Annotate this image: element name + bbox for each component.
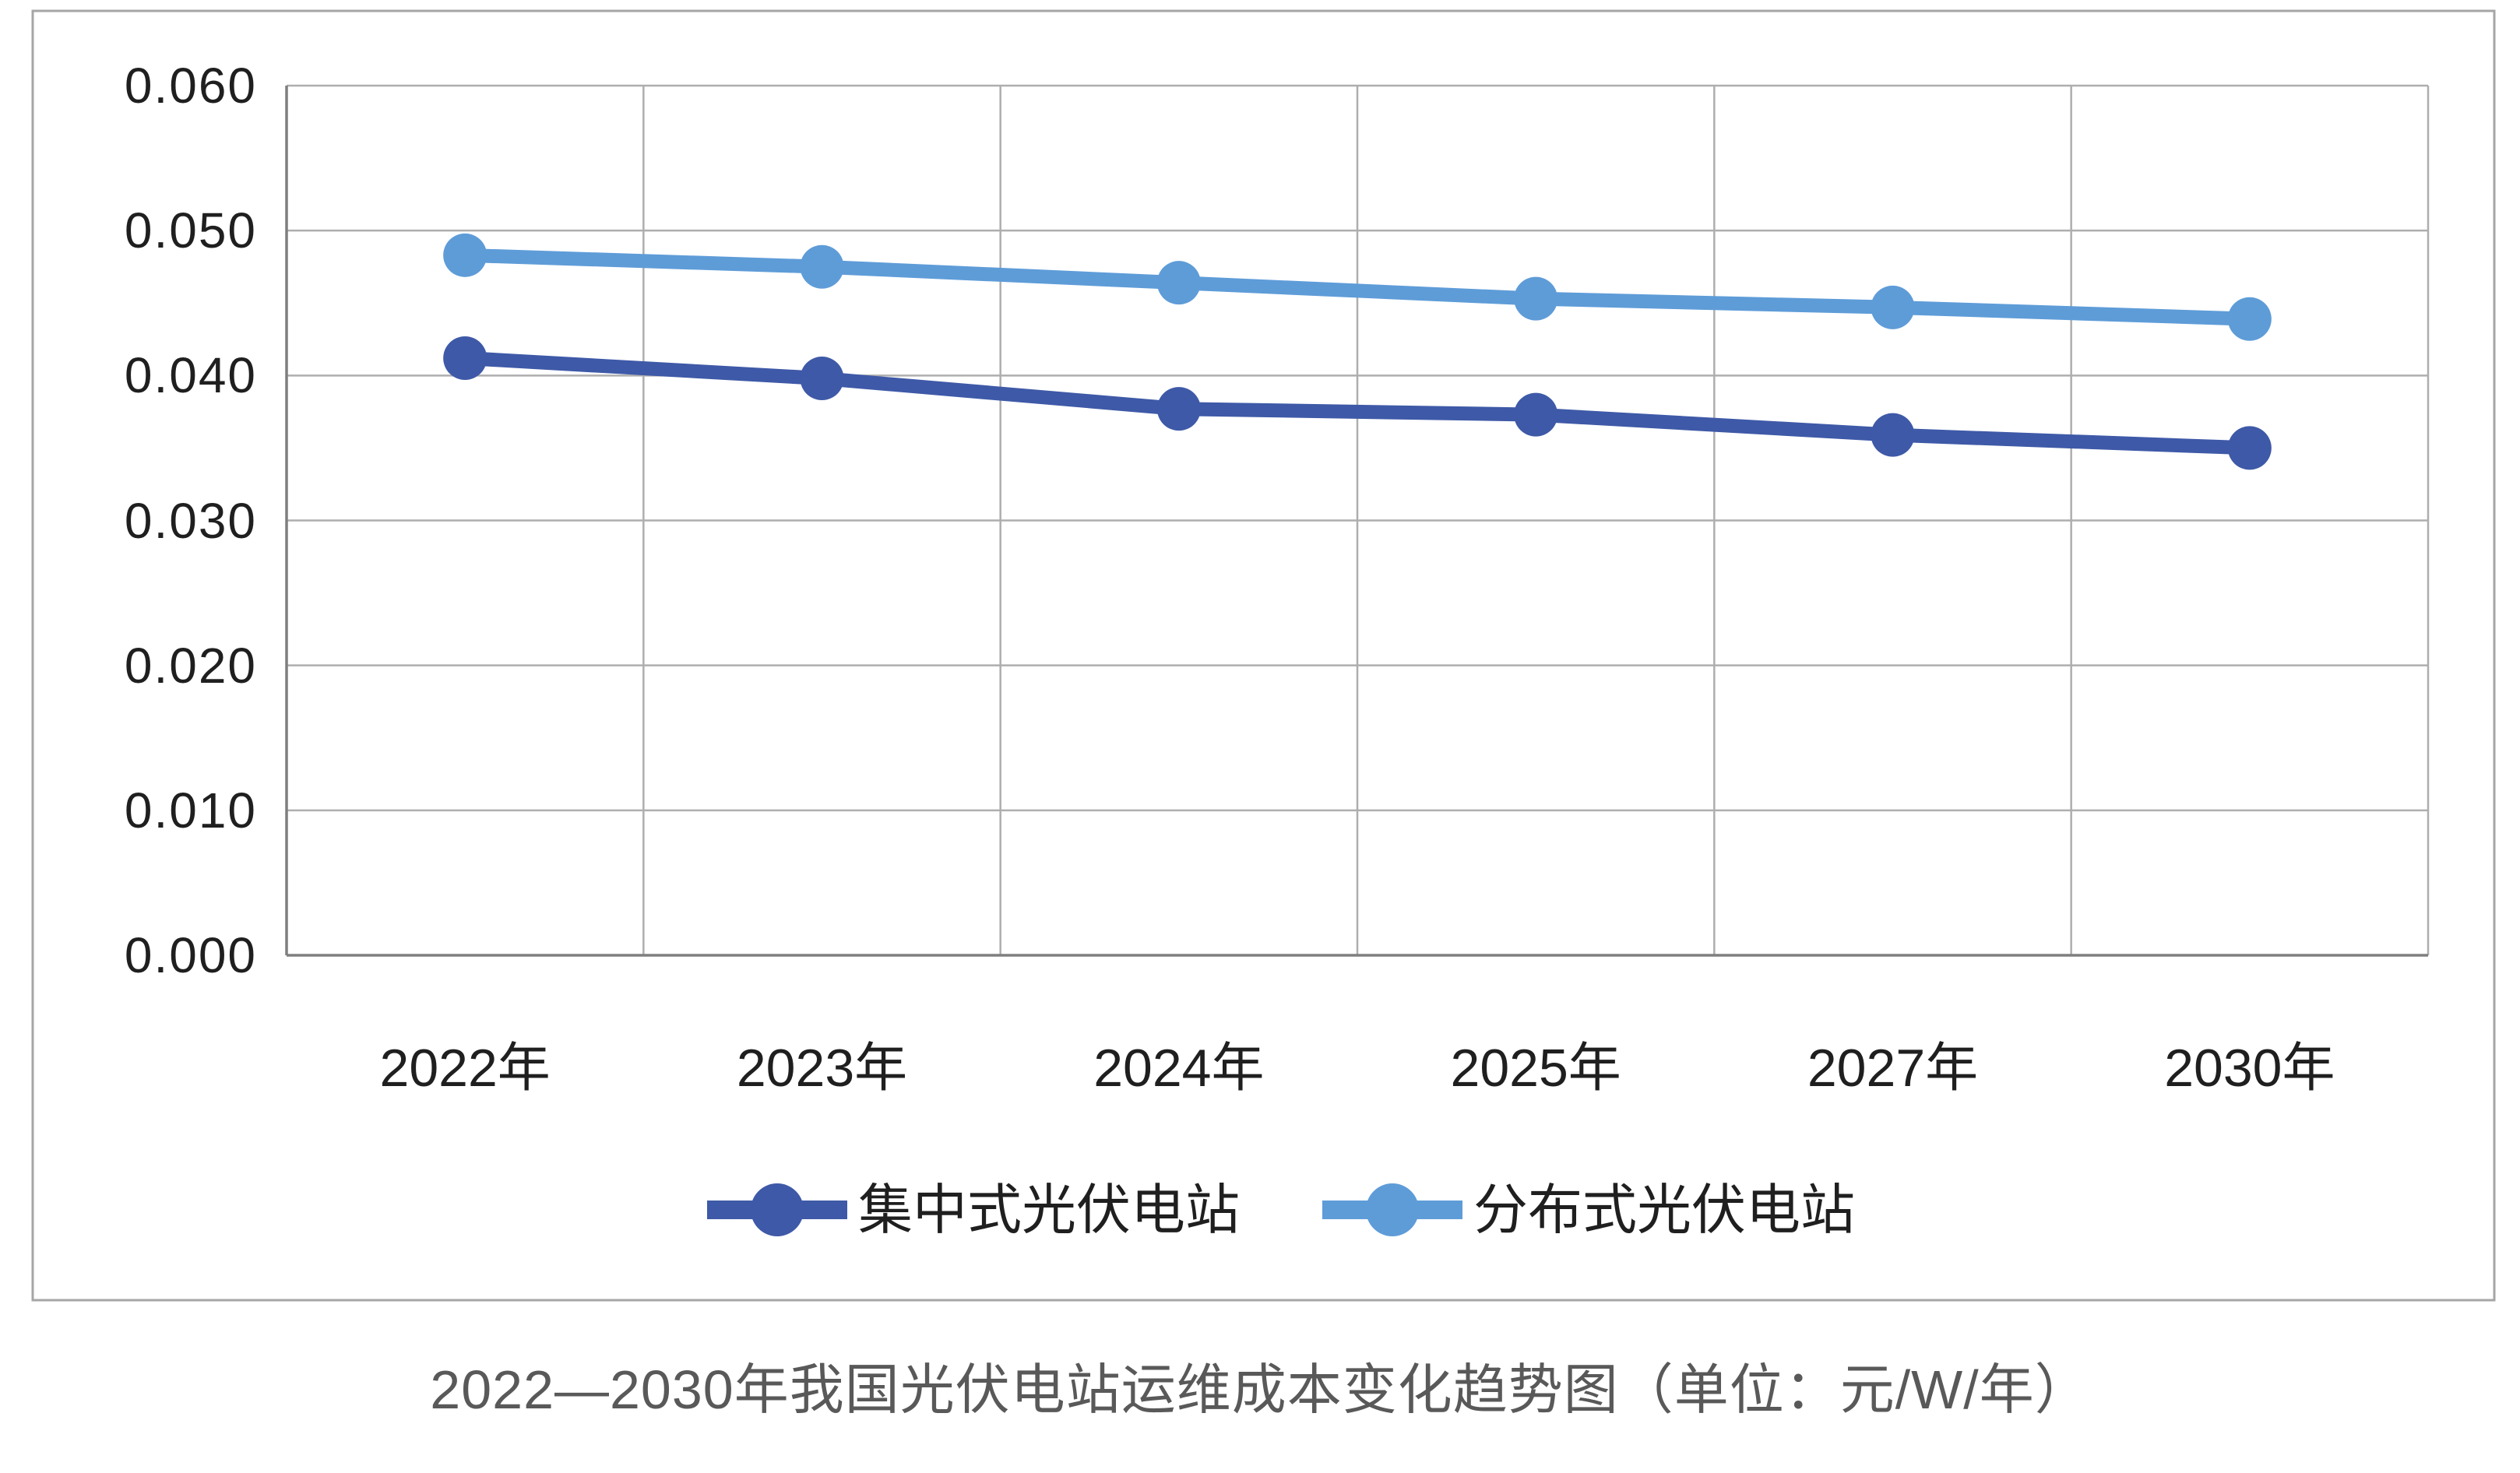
y-tick-label: 0.060 bbox=[124, 58, 257, 114]
distributed-legend-marker-icon bbox=[1322, 1183, 1462, 1236]
centralized-marker-2027年 bbox=[1871, 413, 1915, 457]
legend-entry-distributed: 分布式光伏电站 bbox=[1322, 1175, 1855, 1245]
y-tick-label: 0.010 bbox=[124, 782, 257, 838]
y-tick-label: 0.050 bbox=[124, 202, 257, 259]
legend-label-distributed: 分布式光伏电站 bbox=[1473, 1179, 1855, 1240]
legend-label-centralized: 集中式光伏电站 bbox=[858, 1179, 1240, 1240]
distributed-marker-2025年 bbox=[1514, 276, 1558, 321]
y-tick-label: 0.030 bbox=[124, 492, 257, 549]
x-tick-label: 2023年 bbox=[736, 1039, 908, 1098]
centralized-marker-2022年 bbox=[443, 336, 487, 380]
centralized-marker-2025年 bbox=[1514, 392, 1558, 437]
chart-title: 2022—2030年我国光伏电站运维成本变化趋势图（单位：元/W/年） bbox=[430, 1359, 2090, 1420]
y-tick-label: 0.020 bbox=[124, 637, 257, 694]
y-tick-label: 0.040 bbox=[124, 347, 257, 404]
distributed-marker-2024年 bbox=[1156, 261, 1201, 305]
distributed-line bbox=[458, 248, 2257, 326]
x-tick-label: 2030年 bbox=[2164, 1039, 2335, 1098]
centralized-line bbox=[458, 350, 2257, 455]
chart-card-border bbox=[31, 9, 2496, 1302]
y-tick-label: 0.000 bbox=[124, 927, 257, 983]
centralized-marker-2023年 bbox=[800, 357, 844, 401]
legend-entry-centralized: 集中式光伏电站 bbox=[707, 1175, 1240, 1245]
distributed-marker-2030年 bbox=[2227, 297, 2272, 341]
x-tick-label: 2024年 bbox=[1093, 1039, 1265, 1098]
centralized-marker-2030年 bbox=[2227, 426, 2272, 470]
centralized-marker-2024年 bbox=[1156, 387, 1201, 431]
legend-dot bbox=[1366, 1183, 1419, 1236]
x-tick-label: 2027年 bbox=[1807, 1039, 1979, 1098]
distributed-marker-2022年 bbox=[443, 233, 487, 277]
x-tick-label: 2022年 bbox=[379, 1039, 551, 1098]
legend-dot bbox=[751, 1183, 804, 1236]
centralized-legend-marker-icon bbox=[707, 1183, 847, 1236]
x-tick-label: 2025年 bbox=[1450, 1039, 1621, 1098]
distributed-marker-2023年 bbox=[800, 244, 844, 289]
distributed-marker-2027年 bbox=[1871, 285, 1915, 329]
legend: 集中式光伏电站 分布式光伏电站 bbox=[707, 1175, 1855, 1245]
